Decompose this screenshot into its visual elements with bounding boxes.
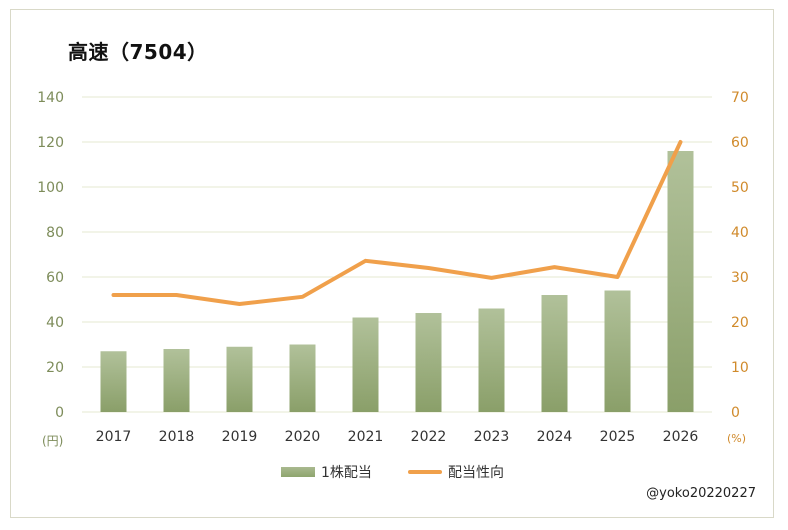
- bar-dividend-2018: [163, 349, 190, 412]
- right-axis-unit: (%): [727, 432, 747, 445]
- chart-title: 高速（7504）: [68, 40, 208, 64]
- left-axis-tick-label: 80: [46, 225, 64, 241]
- legend-label-payout: 配当性向: [448, 465, 504, 481]
- right-axis-tick-label: 60: [731, 135, 749, 151]
- right-axis-tick-label: 40: [731, 225, 749, 241]
- credit-text: @yoko20220227: [646, 486, 756, 501]
- x-axis-tick-label: 2020: [285, 429, 321, 445]
- x-axis-tick-label: 2022: [411, 429, 447, 445]
- bar-dividend-2020: [289, 344, 316, 412]
- x-axis-tick-label: 2017: [96, 429, 132, 445]
- bar-dividend-2022: [415, 313, 442, 412]
- left-axis-unit: (円): [42, 434, 64, 448]
- bar-dividend-2019: [226, 346, 253, 412]
- legend-item-dividend: 1株配当: [281, 462, 372, 482]
- legend-bar-swatch: [281, 467, 315, 477]
- bar-dividend-2024: [541, 295, 568, 412]
- x-axis-tick-label: 2023: [474, 429, 510, 445]
- left-axis-tick-label: 20: [46, 360, 64, 376]
- x-axis-tick-label: 2021: [348, 429, 384, 445]
- legend-item-payout: 配当性向: [408, 462, 504, 482]
- left-axis-tick-label: 120: [37, 135, 64, 151]
- x-axis-tick-label: 2024: [537, 429, 573, 445]
- left-axis-tick-label: 100: [37, 180, 64, 196]
- right-axis-tick-label: 20: [731, 315, 749, 331]
- left-axis-tick-label: 140: [37, 90, 64, 106]
- bar-dividend-2023: [478, 308, 505, 412]
- bar-dividend-2021: [352, 317, 379, 412]
- x-axis-tick-label: 2018: [159, 429, 195, 445]
- x-axis-tick-label: 2026: [663, 429, 699, 445]
- legend-label-dividend: 1株配当: [321, 465, 372, 481]
- bar-dividend-2017: [100, 351, 127, 412]
- x-axis-tick-label: 2025: [600, 429, 636, 445]
- right-axis-tick-label: 0: [731, 405, 740, 421]
- left-axis-tick-label: 0: [55, 405, 64, 421]
- right-axis-tick-label: 70: [731, 90, 749, 106]
- legend-line-swatch: [408, 470, 442, 474]
- line-payout-ratio: [111, 140, 683, 306]
- bar-dividend-2026: [667, 151, 694, 412]
- right-axis-tick-label: 50: [731, 180, 749, 196]
- left-axis-tick-label: 60: [46, 270, 64, 286]
- right-axis-tick-label: 10: [731, 360, 749, 376]
- x-axis-tick-label: 2019: [222, 429, 258, 445]
- bar-dividend-2025: [604, 290, 631, 412]
- legend: 1株配当 配当性向: [0, 462, 788, 482]
- right-axis-tick-label: 30: [731, 270, 749, 286]
- left-axis-tick-label: 40: [46, 315, 64, 331]
